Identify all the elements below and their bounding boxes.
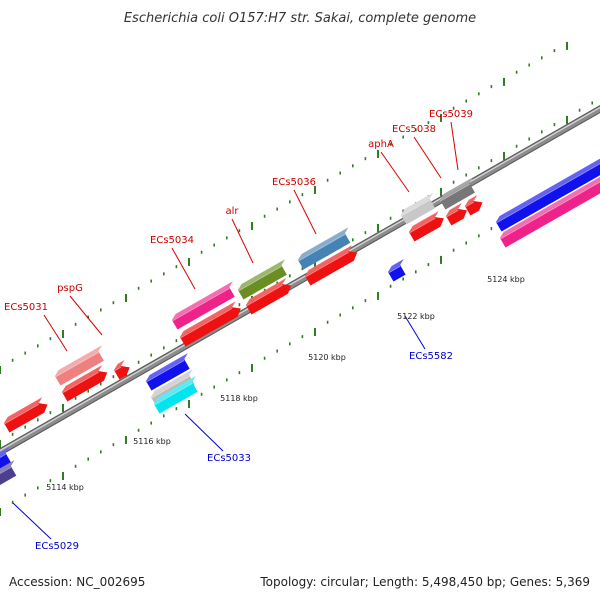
callout-line	[43, 314, 68, 352]
gene-label-ecs5029[interactable]: ECs5029	[35, 541, 79, 552]
gene-ecs5033[interactable]	[153, 376, 198, 414]
gene-label-pspg[interactable]: pspG	[57, 283, 83, 294]
gene-right-blue[interactable]	[495, 156, 600, 232]
gene-label-ecs5033[interactable]: ECs5033	[207, 453, 251, 464]
gene-ecs5036[interactable]	[304, 245, 358, 286]
topology-stats-text: Topology: circular; Length: 5,498,450 bp…	[259, 575, 590, 589]
gene-ecs5036-upper[interactable]	[297, 227, 351, 270]
gene-features	[0, 156, 600, 487]
gene-ecs5033-upper[interactable]	[145, 353, 190, 391]
gene-label-ecs5034[interactable]: ECs5034	[150, 235, 194, 246]
gene-ecs5038[interactable]	[445, 203, 467, 226]
gene-alr[interactable]	[245, 278, 292, 315]
gene-ecs5031[interactable]	[61, 365, 108, 402]
backbone-highlight	[0, 106, 600, 452]
gene-apha[interactable]	[408, 211, 444, 242]
scale-label-5116-kbp: 5116 kbp	[133, 437, 171, 446]
callout-line	[413, 136, 442, 179]
gene-label-ecs5031[interactable]: ECs5031	[4, 302, 48, 313]
callout-line	[171, 247, 196, 290]
accession-text: Accession: NC_002695	[9, 575, 145, 589]
gene-right-pink[interactable]	[499, 172, 600, 248]
gene-label-apha[interactable]: aphA	[368, 139, 394, 150]
backbone-line	[0, 106, 600, 455]
callout-line	[293, 189, 317, 235]
scale-label-5124-kbp: 5124 kbp	[487, 275, 525, 284]
scale-label-5114-kbp: 5114 kbp	[46, 483, 84, 492]
gene-label-ecs5036[interactable]: ECs5036	[272, 177, 316, 188]
scale-label-5122-kbp: 5122 kbp	[397, 312, 435, 321]
gene-label-ecs5039[interactable]: ECs5039	[429, 109, 473, 120]
callout-line	[450, 121, 459, 171]
gene-label-ecs5582[interactable]: ECs5582	[409, 351, 453, 362]
gene-label-alr[interactable]: alr	[225, 206, 239, 217]
callout-line	[380, 151, 410, 193]
gene-ecs5029[interactable]	[0, 460, 17, 487]
map-title: Escherichia coli O157:H7 str. Sakai, com…	[124, 11, 476, 26]
callout-line	[231, 218, 254, 264]
callout-line	[69, 295, 103, 336]
gene-ecs5038-upper[interactable]	[439, 177, 475, 210]
gene-left-red[interactable]	[3, 397, 48, 433]
scale-label-5118-kbp: 5118 kbp	[220, 394, 258, 403]
label-callouts: ECs5031 pspG ECs5034 alr ECs5036 aphA ECs5038 E…	[4, 109, 473, 552]
gene-pspg[interactable]	[113, 360, 130, 380]
scale-label-5120-kbp: 5120 kbp	[308, 353, 346, 362]
gene-apha-upper[interactable]	[400, 192, 436, 225]
scale-ticks: 5114 kbp 5116 kbp 5118 kbp 5120 kbp 5122 kbp…	[46, 275, 525, 492]
gene-ecs5031-upper[interactable]	[54, 345, 104, 386]
callout-line	[12, 502, 52, 540]
gene-ecs5039[interactable]	[464, 195, 483, 216]
gene-ecs5034[interactable]	[179, 301, 241, 347]
gene-label-ecs5038[interactable]: ECs5038	[392, 124, 436, 135]
gene-ecs5034-upper[interactable]	[171, 281, 235, 330]
genome-backbone	[0, 105, 600, 457]
callout-line	[404, 315, 426, 350]
gene-ecs5582[interactable]	[387, 259, 406, 282]
gene-alr-upper[interactable]	[237, 259, 287, 300]
gene-ecs5029-upper[interactable]	[0, 447, 12, 471]
callout-line	[184, 413, 224, 452]
